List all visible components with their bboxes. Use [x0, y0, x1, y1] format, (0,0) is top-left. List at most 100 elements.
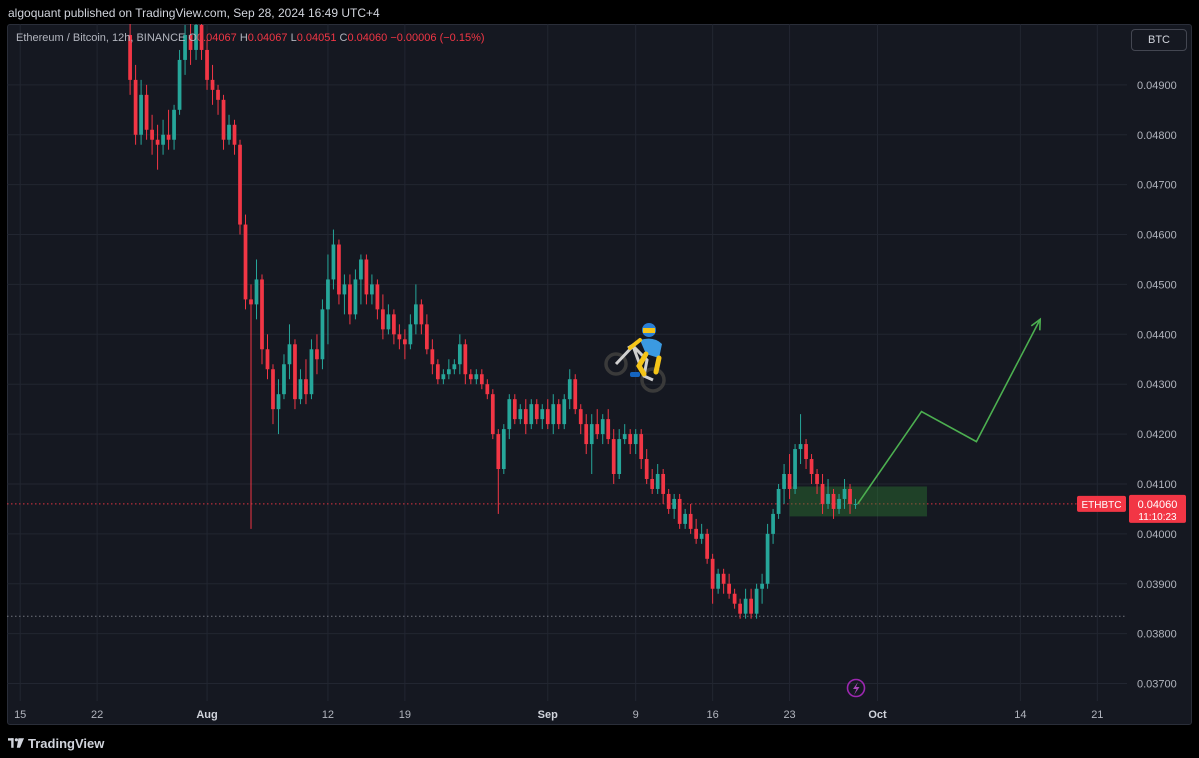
candle [403, 329, 407, 360]
projection-arrowhead [1030, 317, 1042, 331]
candle-body [776, 488, 781, 514]
candle [408, 314, 413, 350]
candle-body [419, 304, 424, 325]
candle [765, 523, 770, 589]
y-tick-label: 0.03700 [1137, 679, 1177, 691]
candle-body [606, 419, 611, 440]
candles [128, 24, 858, 619]
candle-body [342, 284, 347, 295]
x-tick-label: 23 [783, 709, 795, 721]
y-tick-label: 0.04000 [1137, 529, 1177, 541]
tradingview-logo[interactable]: TradingView [8, 736, 104, 751]
projection-line [857, 318, 1041, 505]
candle-body [650, 478, 655, 489]
candle-body [392, 314, 396, 335]
candle [315, 334, 319, 375]
y-tick-label: 0.03900 [1137, 579, 1177, 591]
candle-body [287, 344, 292, 365]
candle-body [232, 124, 237, 145]
candle-body [815, 474, 819, 484]
x-tick-label: 22 [91, 709, 103, 721]
candle-body [309, 349, 314, 395]
candle-body [595, 424, 600, 435]
candle-body [238, 144, 242, 225]
candle-body [435, 364, 440, 380]
candle [265, 334, 270, 380]
candle [260, 274, 264, 365]
candle-body [501, 429, 506, 470]
candle-body [512, 399, 517, 420]
countdown-tag: 11:10:23 [1138, 512, 1177, 523]
candle-body [611, 439, 616, 475]
candle-body [529, 404, 534, 425]
candle [216, 84, 220, 115]
candle-body [705, 533, 710, 559]
candle [364, 254, 369, 305]
candle-body [545, 409, 550, 425]
candle [485, 379, 490, 400]
chart-panel[interactable] [7, 24, 1192, 725]
candle-body [430, 349, 435, 365]
bolt-icon[interactable] [846, 678, 866, 698]
candle-body [589, 424, 594, 445]
candle [743, 588, 748, 619]
candle [414, 284, 418, 335]
candle [578, 404, 583, 435]
candle [710, 553, 715, 604]
legend-l-label: L [290, 32, 297, 44]
candle-body [820, 483, 825, 504]
candle [501, 424, 506, 475]
candle [617, 429, 622, 479]
candle [199, 24, 204, 60]
candle [287, 324, 292, 380]
candle-body [490, 394, 495, 435]
footer [0, 728, 1199, 758]
candle-body [754, 588, 759, 614]
candle [754, 583, 759, 619]
candle [238, 139, 242, 235]
candle [540, 404, 545, 430]
candle-body [578, 409, 583, 425]
x-tick-label: 14 [1014, 709, 1026, 721]
candle-body [353, 279, 358, 315]
candle [782, 464, 786, 504]
candle [386, 304, 391, 335]
y-tick-label: 0.03800 [1137, 629, 1177, 641]
candle-body [644, 459, 649, 479]
candle-body [408, 324, 413, 345]
candle-body [359, 259, 363, 280]
candlestick-chart[interactable]: 0.03700 0.03800 0.03900 0.04000 0.04100 0.042… [7, 24, 1192, 725]
candle [479, 369, 484, 390]
candle [446, 359, 451, 380]
y-tick-label: 0.04100 [1137, 479, 1177, 491]
candle [584, 414, 589, 455]
time-axis: 15 22 Aug 12 19 Sep 9 16 23 Oct 14 21 [14, 709, 1103, 721]
candle [820, 474, 825, 514]
candle [644, 449, 649, 484]
y-tick-label: 0.04400 [1137, 329, 1177, 341]
candle [853, 498, 858, 509]
candle [512, 394, 517, 425]
candle [210, 64, 215, 105]
candle [848, 483, 852, 514]
candle-body [199, 24, 204, 50]
candle-body [732, 593, 737, 604]
candle [172, 104, 176, 150]
candle-body [161, 134, 165, 145]
currency-button[interactable]: BTC [1131, 29, 1187, 51]
legend-close: 0.04060 [347, 32, 388, 44]
tradingview-brand: TradingView [28, 736, 105, 751]
candle [128, 24, 132, 95]
legend: Ethereum / Bitcoin, 12h, BINANCE O0.0406… [16, 32, 485, 44]
demand-zone-rect [789, 486, 927, 517]
candle [523, 399, 528, 435]
candle-body [716, 573, 720, 589]
candle [699, 523, 704, 544]
candle [809, 454, 814, 484]
candle-body [183, 34, 187, 60]
candle [529, 399, 534, 430]
candle-body [804, 444, 808, 460]
candle-body [133, 79, 138, 135]
legend-h-label: H [239, 32, 248, 44]
candle [606, 409, 611, 445]
